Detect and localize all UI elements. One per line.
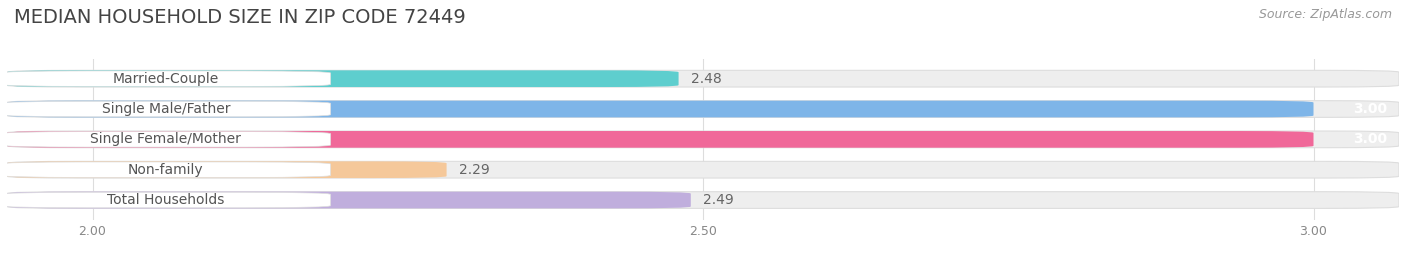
FancyBboxPatch shape: [7, 161, 1399, 178]
Text: MEDIAN HOUSEHOLD SIZE IN ZIP CODE 72449: MEDIAN HOUSEHOLD SIZE IN ZIP CODE 72449: [14, 8, 465, 27]
Text: Total Households: Total Households: [107, 193, 225, 207]
FancyBboxPatch shape: [7, 131, 1313, 148]
FancyBboxPatch shape: [1, 101, 330, 117]
Text: Single Female/Mother: Single Female/Mother: [90, 132, 242, 146]
FancyBboxPatch shape: [7, 131, 1399, 148]
FancyBboxPatch shape: [7, 161, 447, 178]
FancyBboxPatch shape: [7, 101, 1313, 117]
Text: Non-family: Non-family: [128, 163, 204, 177]
FancyBboxPatch shape: [7, 70, 1399, 87]
Text: 3.00: 3.00: [1353, 132, 1386, 146]
FancyBboxPatch shape: [7, 192, 690, 209]
FancyBboxPatch shape: [1, 132, 330, 147]
FancyBboxPatch shape: [1, 162, 330, 177]
Text: Married-Couple: Married-Couple: [112, 72, 219, 86]
Text: 3.00: 3.00: [1353, 102, 1386, 116]
Text: 2.49: 2.49: [703, 193, 734, 207]
Text: Single Male/Father: Single Male/Father: [101, 102, 231, 116]
Text: 2.48: 2.48: [690, 72, 721, 86]
FancyBboxPatch shape: [7, 70, 679, 87]
Text: 2.29: 2.29: [458, 163, 489, 177]
Text: Source: ZipAtlas.com: Source: ZipAtlas.com: [1258, 8, 1392, 21]
FancyBboxPatch shape: [1, 192, 330, 208]
FancyBboxPatch shape: [7, 101, 1399, 117]
FancyBboxPatch shape: [1, 71, 330, 86]
FancyBboxPatch shape: [7, 192, 1399, 209]
